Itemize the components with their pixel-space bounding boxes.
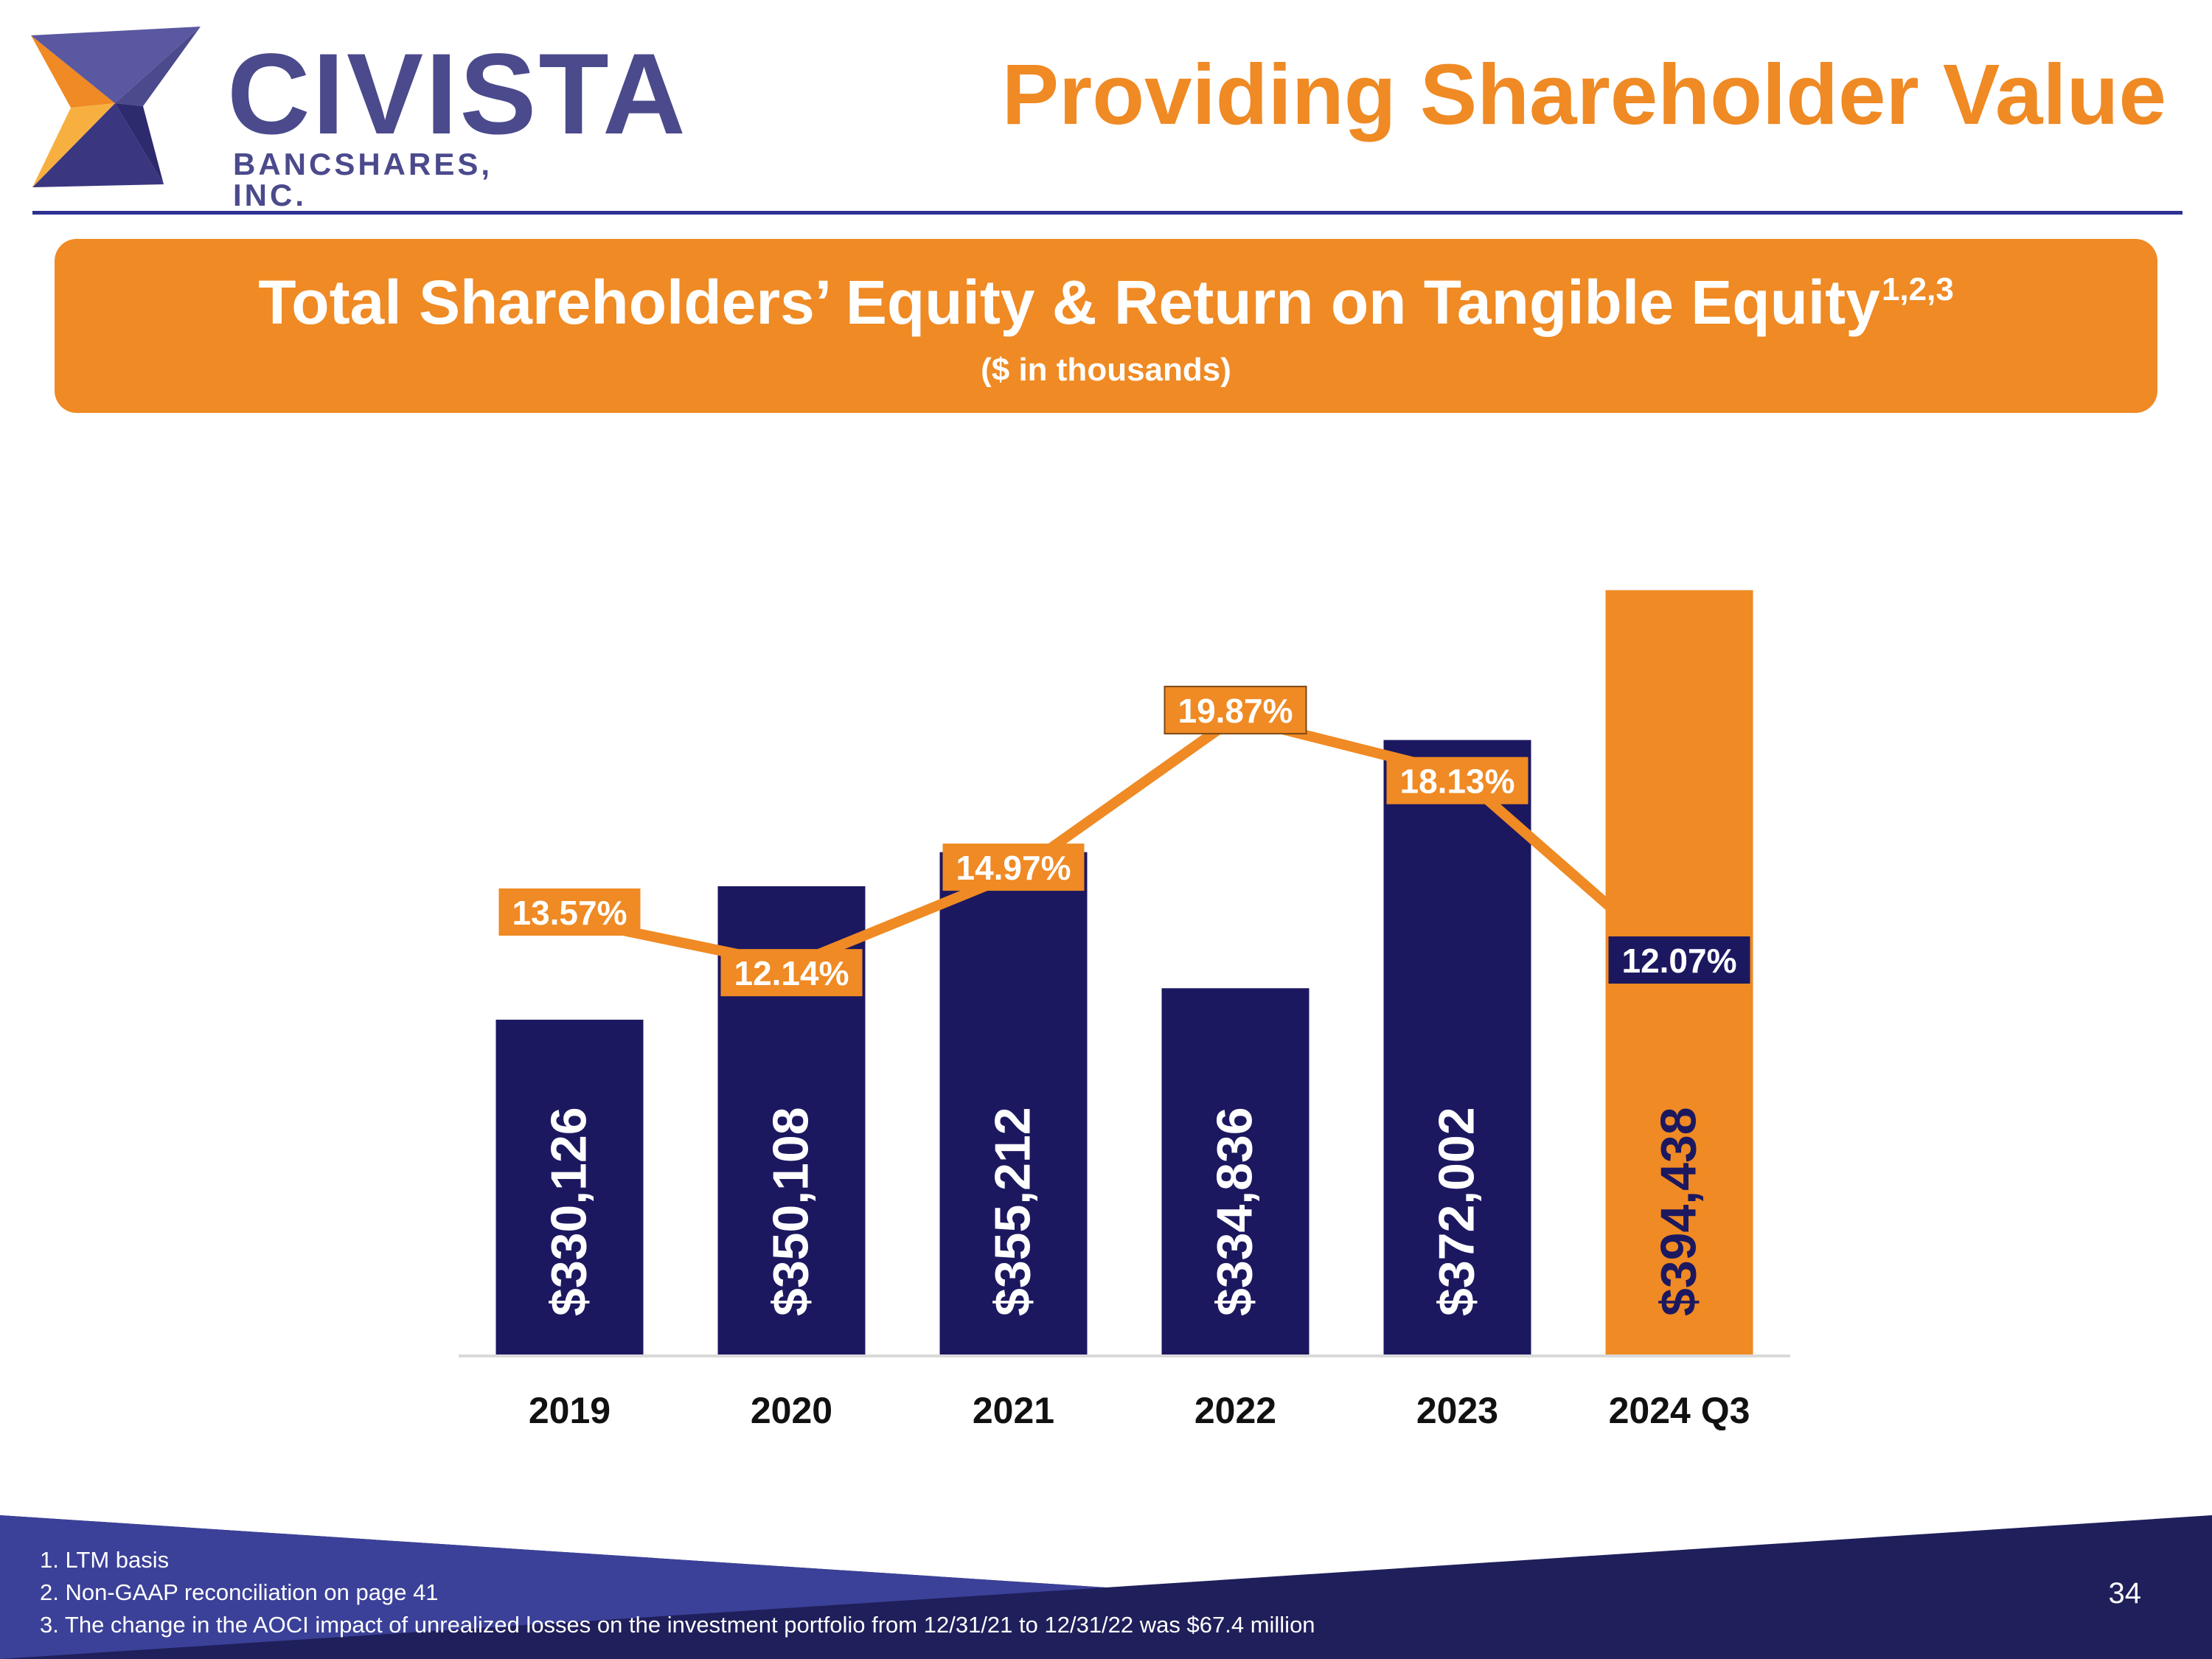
x-tick-label: 2024 Q3: [1609, 1390, 1750, 1431]
x-axis: 2019 2020 2021 2022 2023 2024 Q3: [459, 1354, 1790, 1431]
bar-2022: [1161, 988, 1310, 1354]
rote-point-2022: 19.87%: [1164, 686, 1307, 735]
x-tick-label: 2019: [529, 1390, 611, 1431]
bar-value-label: $330,126: [541, 1107, 597, 1316]
rote-label-box: [498, 888, 641, 936]
x-tick-label: 2020: [751, 1390, 832, 1431]
rote-point-2023: 18.13%: [1386, 757, 1528, 804]
bar-value-label: $394,438: [1651, 1107, 1707, 1316]
footnote-1: 1. LTM basis: [40, 1547, 170, 1573]
x-tick-label: 2023: [1416, 1390, 1498, 1431]
chart-title-banner: Total Shareholders’ Equity & Return on T…: [55, 239, 2157, 413]
chart-subtitle: ($ in thousands): [981, 352, 1231, 388]
rote-point-2021: 14.97%: [942, 844, 1085, 891]
x-tick-label: 2022: [1194, 1390, 1276, 1431]
equity-rote-chart: $330,126 $350,108 $355,212 $334,836 $372,002…: [459, 590, 1790, 1431]
footer-band: [0, 1515, 2212, 1659]
chart-title: Total Shareholders’ Equity & Return on T…: [55, 271, 2157, 333]
bar-value-label: $372,002: [1429, 1107, 1485, 1316]
rote-label-box: [1608, 936, 1750, 984]
chart-title-footnote-ref: 1,2,3: [1881, 271, 1954, 307]
bars-layer: $330,126 $350,108 $355,212 $334,836 $372,002…: [495, 590, 1753, 1354]
rote-label-box: [1386, 757, 1528, 804]
page-title: Providing Shareholder Value: [1001, 46, 2166, 142]
rote-label-box: [1164, 686, 1307, 735]
rote-label-box: [942, 844, 1085, 891]
logo-subtitle: BANCSHARES, INC.: [233, 147, 493, 212]
footnote-3: 3. The change in the AOCI impact of unre…: [40, 1612, 1315, 1638]
bar-2021: [939, 852, 1088, 1354]
star-logo-icon: [31, 27, 201, 187]
bar-2019: [495, 1019, 644, 1354]
x-tick-label: 2021: [973, 1390, 1054, 1431]
rote-point-2020: 12.14%: [720, 949, 863, 997]
footnotes: 1. LTM basis 2. Non-GAAP reconciliation …: [40, 1544, 1315, 1641]
rote-value-label: 19.87%: [1178, 692, 1293, 730]
rote-value-label: 12.07%: [1621, 942, 1736, 980]
bar-value-label: $350,108: [763, 1107, 819, 1316]
rote-value-label: 13.57%: [512, 894, 627, 932]
rote-value-label: 14.97%: [956, 849, 1071, 887]
footnote-2: 2. Non-GAAP reconciliation on page 41: [40, 1579, 439, 1605]
page-number: 34: [2108, 1577, 2142, 1610]
chart-title-text: Total Shareholders’ Equity & Return on T…: [258, 268, 1880, 337]
rote-value-label: 18.13%: [1399, 762, 1514, 801]
logo-name: CIVISTA: [227, 30, 688, 159]
rote-value-label: 12.14%: [734, 954, 849, 992]
rote-point-2024-q3: 12.07%: [1608, 936, 1750, 984]
rote-label-box: [720, 949, 863, 997]
rote-point-2019: 13.57%: [498, 888, 641, 936]
bar-2023: [1383, 740, 1531, 1354]
company-logo: CIVISTA BANCSHARES, INC.: [27, 21, 686, 211]
bar-value-label: $334,836: [1207, 1107, 1263, 1316]
header-divider: [32, 211, 2183, 215]
rote-line-layer: 13.57% 12.14% 14.97% 19.87% 18.13% 12.07%: [498, 686, 1750, 997]
bar-value-label: $355,212: [985, 1107, 1041, 1316]
